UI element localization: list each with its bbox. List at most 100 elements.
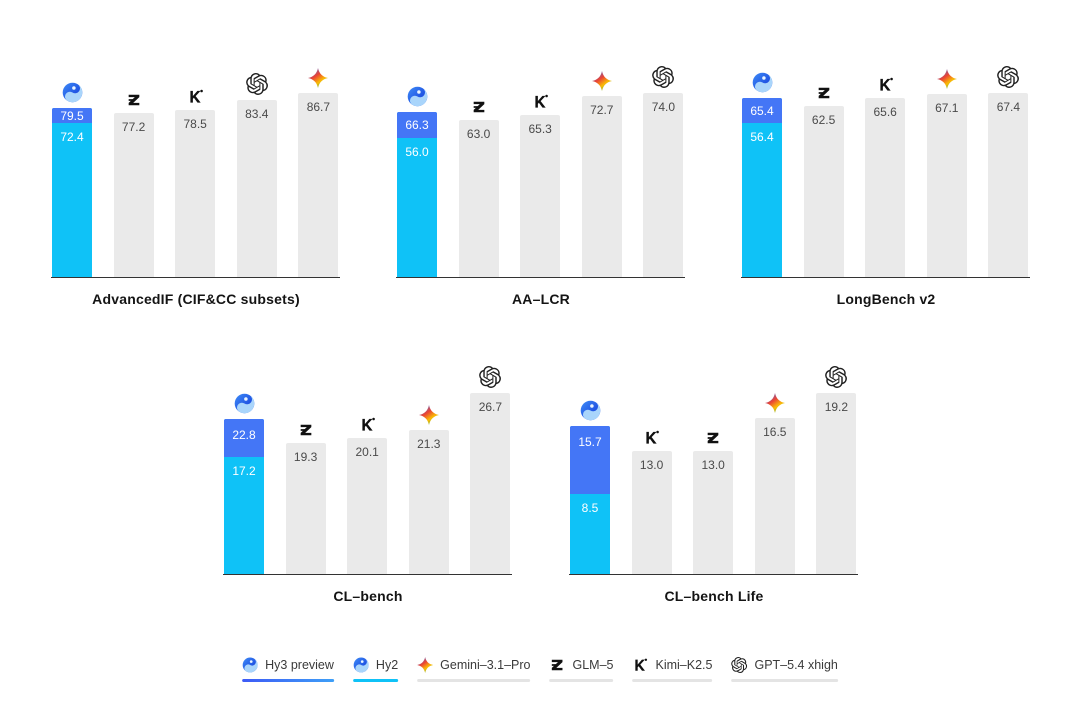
kimi-icon: [865, 67, 905, 93]
hunyuan-icon: [397, 81, 437, 107]
chart-title: LongBench v2: [836, 291, 936, 307]
bar-value-label: 83.4: [245, 107, 269, 122]
legend-item-gemini-3-1-pro: Gemini–3.1–Pro: [417, 657, 531, 682]
bar-rect: 83.4: [236, 100, 277, 277]
bar-rect: 16.5: [754, 418, 795, 574]
legend-label: Hy2: [375, 658, 399, 672]
stacked-bar: 15.7 8.5: [570, 426, 610, 574]
gemini-icon: [298, 62, 338, 88]
legend-item-hy3-preview: Hy3 preview: [242, 657, 334, 682]
hy3-segment: 22.8: [224, 419, 264, 458]
gemini-icon: [582, 65, 622, 92]
legend-underline: [417, 679, 531, 682]
bar-value-label: 72.7: [590, 103, 614, 118]
glm-icon: [114, 82, 154, 108]
legend-label: Hy3 preview: [265, 658, 334, 672]
bar-rect: 19.2: [816, 393, 857, 574]
bar-rect: 67.1: [926, 93, 967, 277]
glm-icon: [459, 89, 499, 115]
x-axis-line: [569, 574, 858, 575]
x-axis-line: [51, 277, 340, 278]
openai-icon: [816, 362, 856, 388]
bar-value-label: 62.5: [811, 113, 836, 128]
hunyuan-icon: [52, 77, 92, 103]
bar-rect: 67.4: [988, 93, 1029, 277]
legend-underline: [242, 679, 334, 682]
bar-value-label: 65.6: [873, 104, 897, 119]
hy2-value-label: 56.0: [405, 144, 429, 159]
legend-item-hy2: Hy2: [352, 657, 399, 682]
bar-rect: 86.7: [298, 93, 339, 277]
bar-value-label: 86.7: [306, 100, 331, 114]
hunyuan-icon: [242, 657, 258, 673]
glm-icon: [693, 420, 733, 446]
glm-icon: [549, 657, 565, 673]
chart-title: AA–LCR: [512, 291, 570, 307]
bar-value-label: 67.4: [996, 100, 1021, 114]
legend-item-glm-5: GLM–5: [549, 657, 614, 682]
bar-rect: 77.2: [113, 113, 154, 277]
gemini-icon: [409, 399, 449, 425]
openai-icon: [237, 69, 277, 96]
legend-underline: [549, 679, 614, 682]
bar-value-label: 13.0: [701, 458, 725, 473]
chart-aa-lcr: 66.3 56.0 63.0 65.3 72.7 74.0 AA–LCR: [396, 62, 685, 307]
legend-label: GPT–5.4 xhigh: [754, 658, 838, 672]
chart-advancedif: 79.5 72.4 77.2 78.5 83.4 86.7 AdvancedIF …: [51, 62, 340, 307]
x-axis-line: [223, 574, 512, 575]
hy2-value-label: 17.2: [232, 464, 256, 479]
legend: Hy3 preview Hy2 Gemini–3.1–Pro GLM–5 Kim…: [242, 657, 838, 682]
bar-rect: 65.3: [520, 114, 561, 277]
hy2-value-label: 72.4: [60, 130, 84, 145]
hy3-value-label: 15.7: [578, 435, 602, 449]
bar-value-label: 21.3: [417, 436, 441, 451]
bar-rect: 74.0: [643, 93, 684, 277]
hy3-value-label: 79.5: [60, 108, 84, 123]
legend-item-kimi-k2-5: Kimi–K2.5: [632, 657, 713, 682]
hy3-segment: 79.5: [52, 108, 92, 124]
bar-value-label: 13.0: [639, 458, 664, 473]
x-axis-line: [741, 277, 1030, 278]
openai-icon: [470, 362, 510, 388]
bar-value-label: 78.5: [183, 117, 207, 132]
bar-rect: 26.7: [470, 393, 511, 574]
hunyuan-icon: [742, 67, 782, 93]
chart-cl-bench: 22.8 17.2 19.3 20.1 21.3 26.7 CL–bench: [223, 359, 512, 604]
openai-icon: [643, 62, 683, 88]
bar-value-label: 67.1: [935, 100, 959, 115]
legend-label: Gemini–3.1–Pro: [440, 658, 531, 672]
chart-longbench-v2: 65.4 56.4 62.5 65.6 67.1 67.4 LongBench v…: [741, 62, 1030, 307]
bar-rect: 13.0: [631, 451, 672, 574]
hy2-value-label: 56.4: [750, 130, 774, 145]
legend-underline: [632, 679, 713, 682]
bar-value-label: 20.1: [355, 444, 379, 459]
legend-label: Kimi–K2.5: [655, 658, 713, 672]
bar-value-label: 26.7: [478, 400, 503, 414]
legend-label: GLM–5: [572, 658, 614, 672]
legend-underline: [731, 679, 838, 682]
stacked-bar: 79.5 72.4: [52, 108, 92, 277]
hy3-value-label: 66.3: [405, 117, 429, 132]
hunyuan-icon: [353, 657, 369, 673]
kimi-icon: [175, 79, 215, 105]
hunyuan-icon: [224, 388, 264, 414]
bar-rect: 13.0: [693, 451, 734, 574]
openai-icon: [731, 657, 748, 673]
hy3-segment: 15.7: [570, 426, 610, 494]
hy3-value-label: 22.8: [232, 428, 256, 443]
glm-icon: [804, 75, 844, 101]
chart-cl-bench-life: 15.7 8.5 13.0 13.0 16.5 19.2 CL–bench Lif…: [569, 359, 858, 604]
chart-title: AdvancedIF (CIF&CC subsets): [92, 291, 300, 307]
hunyuan-icon: [570, 395, 610, 421]
bar-value-label: 77.2: [121, 120, 146, 135]
stacked-bar: 66.3 56.0: [397, 112, 437, 277]
hy2-value-label: 8.5: [581, 500, 599, 515]
hy3-segment: 66.3: [397, 112, 437, 138]
gemini-icon: [417, 657, 434, 673]
bar-rect: 78.5: [175, 110, 216, 277]
x-axis-line: [396, 277, 685, 278]
bar-rect: 72.7: [581, 96, 622, 277]
bar-value-label: 19.3: [293, 450, 318, 465]
stacked-bar: 65.4 56.4: [742, 98, 782, 277]
